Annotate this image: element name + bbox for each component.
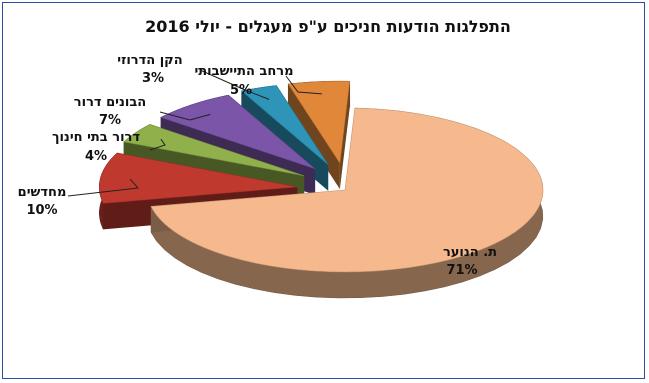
leader-line-1 xyxy=(67,178,140,197)
slice-0 xyxy=(150,107,544,299)
slice-value-druze: 3% xyxy=(142,71,164,86)
slice-4-top xyxy=(240,85,329,165)
slice-label-renewers: מחדשים xyxy=(18,185,67,200)
slice-1-top xyxy=(99,152,298,204)
slice-label-settlement: מרחב התיישבותי xyxy=(194,64,293,79)
slice-value-dror-schools: 4% xyxy=(85,149,107,164)
leader-line-3 xyxy=(159,111,211,121)
slice-label-habonim: הבונים דרור xyxy=(74,95,146,110)
slice-0-top xyxy=(150,107,544,273)
slice-5-wall-1 xyxy=(339,81,350,190)
slice-value-renewers: 10% xyxy=(26,203,57,218)
slice-5-top xyxy=(287,80,351,165)
slice-value-youth: 71% xyxy=(446,263,477,278)
leader-line-5 xyxy=(285,75,322,95)
pie-chart xyxy=(99,80,544,299)
slice-value-settlement: 5% xyxy=(230,83,252,98)
leader-line-4 xyxy=(199,69,270,100)
slice-label-druze: הקן הדרוזי xyxy=(117,53,182,68)
slice-value-habonim: 7% xyxy=(99,113,121,128)
slice-3-top xyxy=(160,94,316,170)
slice-label-youth: ת. הנוער xyxy=(443,245,497,260)
slice-2-top xyxy=(123,124,305,177)
slice-label-dror-schools: דרור בתי חינוך xyxy=(52,130,140,145)
chart-title: התפלגות הודעות חניכים ע"פ מעגלים - יולי … xyxy=(145,17,511,36)
leader-line-2 xyxy=(149,138,166,151)
leader-lines xyxy=(67,69,322,197)
